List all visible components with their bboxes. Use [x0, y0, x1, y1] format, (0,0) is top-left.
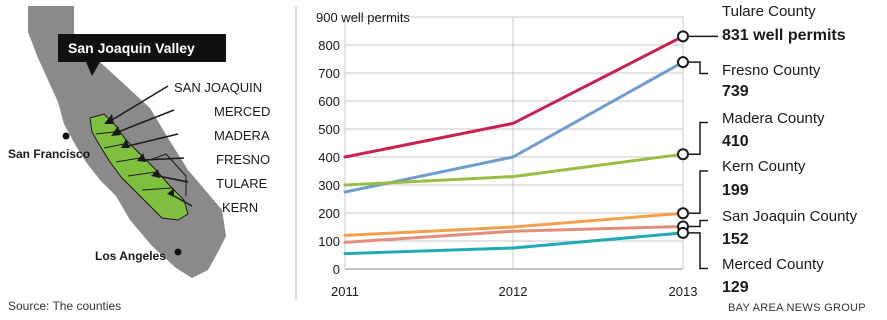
y-tick-label-200: 200: [318, 206, 340, 221]
county-label-merced: MERCED: [214, 104, 270, 119]
y-tick-label-700: 700: [318, 66, 340, 81]
y-tick-label-300: 300: [318, 178, 340, 193]
region-badge-label: San Joaquin Valley: [68, 40, 195, 56]
series-line-madera: [343, 152, 685, 187]
end-marker-fresno: [677, 56, 689, 69]
county-value-merced: 129: [722, 279, 749, 296]
y-axis-ticks: 0 100 200 300 400 500 600 700 800 900 well permit…: [316, 10, 410, 277]
county-name-kern: Kern County: [722, 158, 806, 175]
x-tick-label-2012: 2012: [499, 284, 528, 299]
county-name-tulare: Tulare County: [722, 3, 816, 20]
series-line-tulare: [343, 34, 685, 159]
grid-lines: [344, 16, 684, 270]
connector-san-joaquin: [688, 219, 708, 228]
x-axis-ticks: 2011 2012 2013: [331, 284, 697, 299]
county-name-madera: Madera County: [722, 110, 825, 127]
x-tick-label-2013: 2013: [669, 284, 698, 299]
county-labels: Tulare County 831 well permits Fresno Coun…: [688, 3, 858, 296]
county-value-madera: 410: [722, 133, 749, 150]
county-value-fresno: 739: [722, 83, 749, 100]
region-badge: [58, 34, 226, 62]
city-marker-san-francisco: [62, 132, 70, 140]
san-joaquin-valley-shape: [89, 113, 189, 221]
credit-line: BAY AREA NEWS GROUP: [728, 302, 866, 314]
county-name-fresno: Fresno County: [722, 62, 821, 79]
y-tick-label-0: 0: [333, 262, 340, 277]
series-line-san-joaquin: [343, 224, 685, 244]
connector-madera: [688, 121, 708, 155]
county-label-madera: MADERA: [214, 128, 270, 143]
map-leader-lines: [111, 85, 193, 207]
series-line-fresno: [343, 60, 685, 194]
county-name-merced: Merced County: [722, 256, 824, 273]
county-value-san-joaquin: 152: [722, 231, 749, 248]
map-arrowheads: [104, 114, 174, 197]
y-tick-label-100: 100: [318, 234, 340, 249]
county-label-fresno: FRESNO: [216, 152, 270, 167]
end-marker-madera: [677, 148, 689, 161]
region-badge-pointer: [86, 62, 100, 76]
city-label-los-angeles: Los Angeles: [95, 249, 166, 263]
end-marker-kern: [677, 207, 689, 220]
y-tick-label-400: 400: [318, 150, 340, 165]
connector-fresno: [688, 61, 708, 75]
california-map: San Joaquin Valley SAN JOAQUIN MERCED MA…: [8, 6, 270, 278]
x-tick-label-2011: 2011: [331, 284, 359, 299]
county-name-san-joaquin: San Joaquin County: [722, 208, 858, 225]
y-tick-label-800: 800: [318, 38, 340, 53]
series-lines: [343, 34, 685, 256]
y-tick-label-900: 900 well permits: [316, 10, 410, 25]
well-permits-chart: 0 100 200 300 400 500 600 700 800 900 well permit…: [316, 3, 858, 299]
series-line-merced: [343, 231, 685, 256]
county-label-tulare: TULARE: [216, 176, 268, 191]
connector-kern: [688, 170, 708, 215]
county-value-tulare: 831 well permits: [722, 27, 846, 44]
source-note: Source: The counties: [8, 299, 121, 313]
end-marker-merced: [677, 226, 689, 239]
city-marker-los-angeles: [174, 248, 182, 256]
series-line-kern: [343, 211, 685, 237]
y-tick-label-500: 500: [318, 122, 340, 137]
end-marker-tulare: [677, 30, 689, 43]
county-label-kern: KERN: [222, 200, 258, 215]
county-boundaries: [95, 131, 187, 196]
connector-merced: [688, 232, 708, 270]
county-value-kern: 199: [722, 182, 749, 199]
y-tick-label-600: 600: [318, 94, 340, 109]
county-label-san-joaquin: SAN JOAQUIN: [174, 80, 262, 95]
city-label-san-francisco: San Francisco: [8, 147, 90, 161]
